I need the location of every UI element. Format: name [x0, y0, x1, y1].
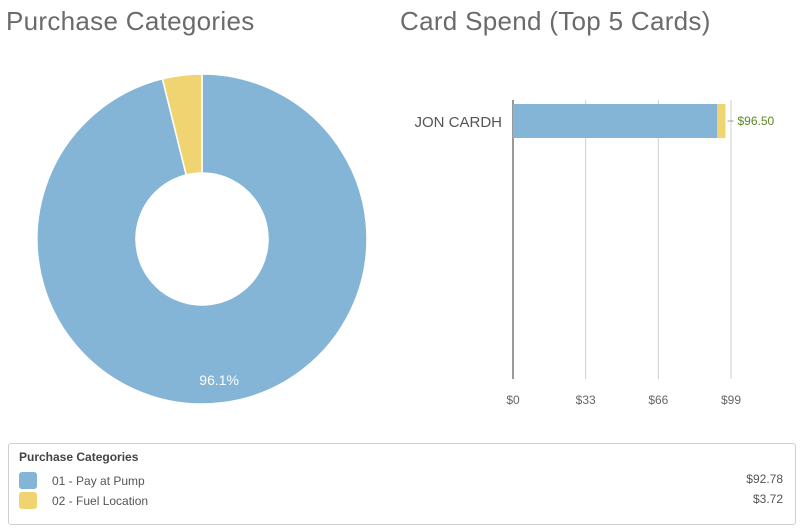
legend-item-label: 01 - Pay at Pump [52, 474, 145, 488]
x-tick-label: $0 [506, 393, 520, 407]
x-tick-label: $33 [576, 393, 596, 407]
donut-percent-label: 96.1% [199, 372, 239, 388]
bar-segment-2[interactable] [717, 104, 726, 138]
legend-item-value: $92.78 [746, 472, 783, 486]
legend-title: Purchase Categories [19, 450, 139, 464]
donut-slice-1[interactable] [36, 73, 368, 405]
bar-chart: $0 $33 $66 $99 JON CARDH $96.50 [414, 100, 775, 407]
x-tick-label: $66 [648, 393, 668, 407]
x-tick-label: $99 [721, 393, 741, 407]
bar-segment-1[interactable] [513, 104, 718, 138]
legend-item-fuel-location[interactable]: 02 - Fuel Location $3.72 [19, 492, 783, 510]
legend-item-value: $3.72 [752, 492, 783, 506]
legend-item-pay-at-pump[interactable]: 01 - Pay at Pump $92.78 [19, 472, 783, 490]
donut-chart: 96.1% [36, 73, 368, 405]
legend-panel: Purchase Categories 01 - Pay at Pump $92… [8, 443, 796, 525]
legend-item-label: 02 - Fuel Location [52, 494, 149, 508]
legend-swatch [19, 472, 37, 489]
legend-swatch [19, 492, 37, 509]
bar-chart-title: Card Spend (Top 5 Cards) [400, 6, 711, 36]
donut-slice-2[interactable] [161, 73, 203, 176]
bar-category-label: JON CARDH [414, 114, 502, 131]
donut-chart-title: Purchase Categories [6, 6, 255, 36]
bar-total-label: $96.50 [737, 114, 774, 128]
